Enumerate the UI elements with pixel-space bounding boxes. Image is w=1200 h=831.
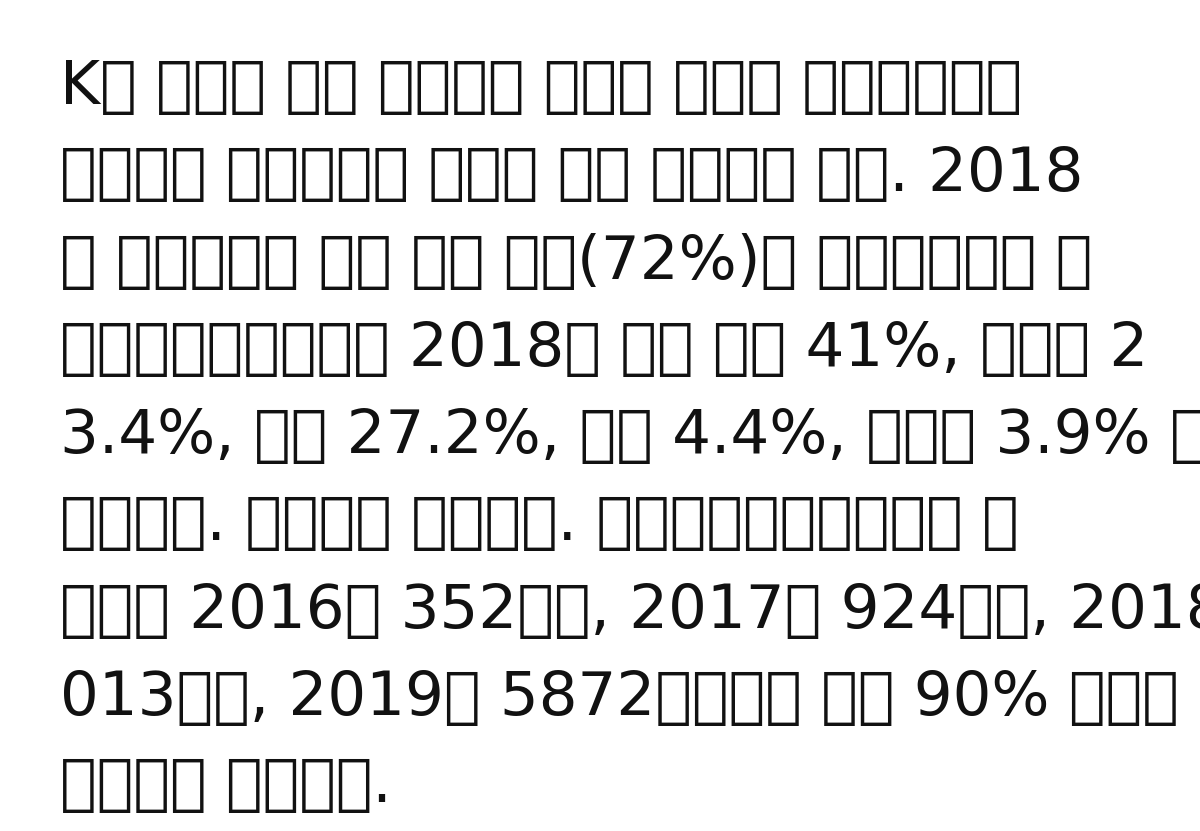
Text: 013억원, 2019년 5872억원으로 매년 90% 이상의 급: 013억원, 2019년 5872억원으로 매년 90% 이상의 급: [60, 669, 1200, 728]
Text: 년 이전까지만 해도 국내 매출(72%)이 대부분이었던 빅: 년 이전까지만 해도 국내 매출(72%)이 대부분이었던 빅: [60, 233, 1092, 292]
Text: 매출은 2016년 352억원, 2017년 924억원, 2018년 3: 매출은 2016년 352억원, 2017년 924억원, 2018년 3: [60, 582, 1200, 641]
Text: 성장세를 기록했다.: 성장세를 기록했다.: [60, 756, 391, 815]
Text: K팝 열풍을 타고 가수들의 글로벌 진출이 가속화되면서: K팝 열풍을 타고 가수들의 글로벌 진출이 가속화되면서: [60, 58, 1022, 117]
Text: 나타났다. 매출액도 급증했다. 빅히트엔터테인먼트의 총: 나타났다. 매출액도 급증했다. 빅히트엔터테인먼트의 총: [60, 494, 1019, 553]
Text: 히트엔터테인먼트는 2018년 기준 국내 41%, 아시아 2: 히트엔터테인먼트는 2018년 기준 국내 41%, 아시아 2: [60, 320, 1148, 379]
Text: 해외에서 벌어들이는 매출도 점차 늘어나고 있다. 2018: 해외에서 벌어들이는 매출도 점차 늘어나고 있다. 2018: [60, 145, 1084, 204]
Text: 3.4%, 북미 27.2%, 기타 4.4%, 온라인 3.9% 순으로: 3.4%, 북미 27.2%, 기타 4.4%, 온라인 3.9% 순으로: [60, 407, 1200, 466]
